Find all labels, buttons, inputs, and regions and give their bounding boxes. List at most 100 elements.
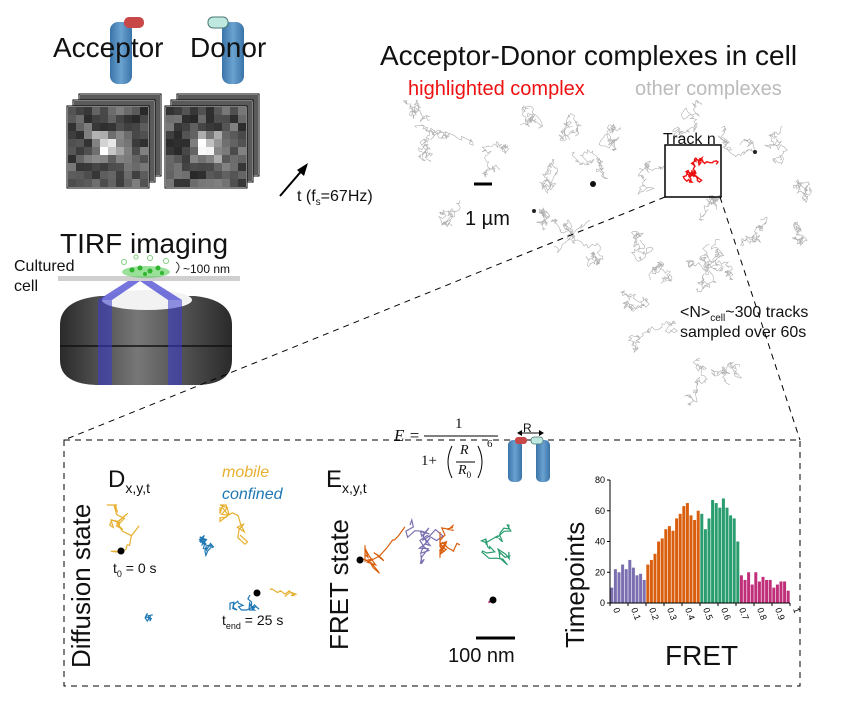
image-pixel bbox=[214, 115, 222, 123]
grey-track bbox=[558, 113, 582, 142]
image-pixel bbox=[206, 147, 214, 155]
image-pixel bbox=[132, 147, 140, 155]
tend-label: tend = 25 s bbox=[222, 612, 284, 631]
fret-start-point bbox=[356, 556, 364, 564]
histogram-bar bbox=[725, 507, 729, 603]
grey-track bbox=[481, 141, 510, 178]
image-pixel bbox=[132, 123, 140, 131]
image-pixel bbox=[190, 123, 198, 131]
cultured-label: Cultured bbox=[14, 258, 75, 275]
image-pixel bbox=[238, 107, 246, 115]
fret-segment bbox=[405, 517, 444, 565]
image-pixel bbox=[108, 139, 116, 147]
formula-numerator: 1 bbox=[455, 416, 463, 432]
image-pixel bbox=[230, 179, 238, 187]
image-pixel bbox=[116, 107, 124, 115]
acceptor-cylinder bbox=[110, 22, 132, 84]
image-pixel bbox=[124, 123, 132, 131]
histogram-bar bbox=[693, 519, 697, 603]
time-arrow bbox=[279, 167, 305, 197]
schematic-acceptor-cap bbox=[515, 437, 527, 444]
image-pixel bbox=[214, 131, 222, 139]
grey-track bbox=[684, 358, 708, 406]
image-pixel bbox=[174, 171, 182, 179]
image-pixel bbox=[84, 139, 92, 147]
ntracks-label: <N>cell~300 tracks bbox=[680, 304, 809, 325]
x-tick-label: 0 bbox=[611, 606, 622, 614]
histogram-bar bbox=[747, 572, 751, 603]
image-pixel bbox=[92, 107, 100, 115]
histogram-bar bbox=[721, 498, 725, 603]
image-pixel bbox=[222, 107, 230, 115]
image-pixel bbox=[124, 131, 132, 139]
image-pixel bbox=[76, 139, 84, 147]
image-pixel bbox=[214, 171, 222, 179]
image-pixel bbox=[174, 123, 182, 131]
y-tick-label: 80 bbox=[595, 475, 605, 485]
image-pixel bbox=[222, 131, 230, 139]
image-pixel bbox=[182, 123, 190, 131]
y-tick-label: 60 bbox=[595, 506, 605, 516]
image-pixel bbox=[100, 155, 108, 163]
histogram-bar bbox=[678, 513, 682, 603]
fret-track-svg bbox=[356, 517, 515, 640]
grey-track bbox=[685, 259, 717, 293]
image-pixel bbox=[230, 115, 238, 123]
image-pixel bbox=[206, 155, 214, 163]
image-pixel bbox=[140, 163, 148, 171]
image-pixel bbox=[166, 123, 174, 131]
formula-r0: R0 bbox=[458, 463, 472, 480]
image-pixel bbox=[182, 179, 190, 187]
histogram-bar bbox=[711, 499, 715, 603]
formula-denom: 1+ bbox=[421, 453, 437, 469]
histogram-bar bbox=[707, 518, 711, 603]
x-tick-label: 0.8 bbox=[755, 606, 769, 621]
histogram-bar bbox=[750, 584, 754, 603]
image-pixel bbox=[116, 123, 124, 131]
image-pixel bbox=[108, 123, 116, 131]
image-pixel bbox=[206, 123, 214, 131]
image-pixel bbox=[166, 171, 174, 179]
image-pixel bbox=[76, 115, 84, 123]
image-pixel bbox=[132, 131, 140, 139]
histogram-bar bbox=[653, 553, 657, 603]
tirf-label: TIRF imaging bbox=[60, 228, 229, 259]
image-pixel bbox=[116, 147, 124, 155]
zoom-box bbox=[63, 439, 801, 687]
image-pixel bbox=[222, 163, 230, 171]
diffusion-track bbox=[106, 504, 298, 623]
image-pixel bbox=[190, 115, 198, 123]
histogram-bar bbox=[700, 513, 704, 603]
histogram-bar bbox=[671, 530, 675, 603]
grey-track bbox=[571, 149, 608, 179]
image-pixel bbox=[116, 155, 124, 163]
time-label: t (fs=67Hz) bbox=[297, 188, 373, 209]
image-pixel bbox=[124, 163, 132, 171]
image-pixel bbox=[68, 155, 76, 163]
image-pixel bbox=[124, 139, 132, 147]
histogram-bar bbox=[610, 587, 614, 603]
histogram-bar bbox=[639, 573, 643, 603]
e-label: Ex,y,t bbox=[326, 466, 367, 496]
image-pixel bbox=[68, 139, 76, 147]
formula-svg bbox=[424, 435, 498, 479]
image-pixel bbox=[206, 163, 214, 171]
grey-track bbox=[630, 230, 654, 262]
image-pixel bbox=[100, 107, 108, 115]
image-pixel bbox=[214, 123, 222, 131]
image-pixel bbox=[206, 171, 214, 179]
track-n-box bbox=[664, 144, 722, 198]
bright-spot bbox=[590, 181, 596, 187]
image-pixel bbox=[198, 171, 206, 179]
grey-track bbox=[672, 100, 702, 139]
x-axis-title: FRET bbox=[665, 640, 739, 671]
coverslip bbox=[58, 276, 240, 281]
image-pixel bbox=[140, 123, 148, 131]
histogram-bar bbox=[786, 590, 790, 603]
schematic-donor-cap bbox=[530, 436, 544, 445]
image-pixel bbox=[116, 115, 124, 123]
image-pixel bbox=[108, 163, 116, 171]
image-pixel bbox=[182, 155, 190, 163]
histogram-bar bbox=[743, 579, 747, 603]
image-pixel bbox=[140, 139, 148, 147]
